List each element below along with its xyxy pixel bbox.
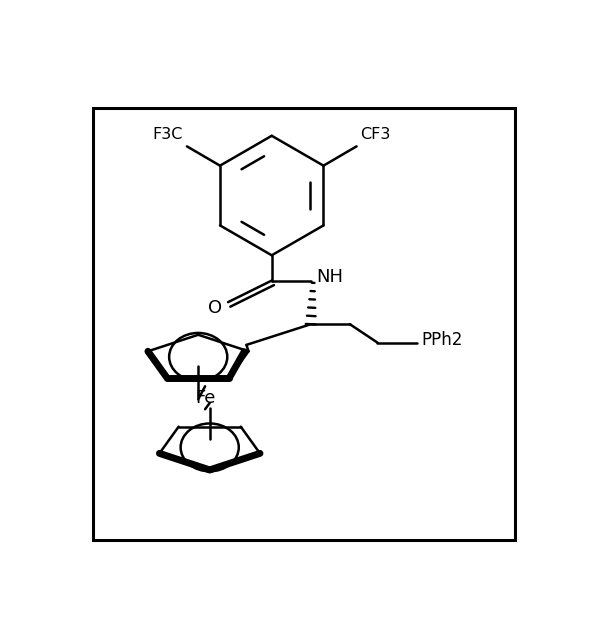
Text: O: O <box>208 299 222 317</box>
Text: F3C: F3C <box>153 126 183 142</box>
Text: Fe: Fe <box>195 389 215 407</box>
Text: NH: NH <box>316 268 343 286</box>
Text: PPh2: PPh2 <box>421 331 463 349</box>
Text: CF3: CF3 <box>361 126 391 142</box>
